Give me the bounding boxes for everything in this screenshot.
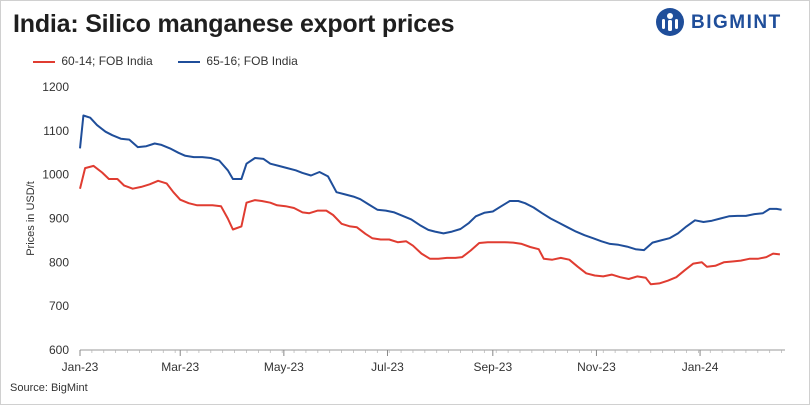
y-axis-title: Prices in USD/t — [25, 181, 37, 256]
y-tick-label: 700 — [49, 299, 69, 313]
brand-name: BIGMINT — [691, 12, 782, 33]
x-tick-label: Jan-23 — [62, 360, 99, 374]
y-tick-label: 600 — [49, 343, 69, 357]
series-line-2 — [79, 114, 782, 252]
chart-legend: 60-14; FOB India 65-16; FOB India — [33, 53, 320, 69]
x-tick-label: Jul-23 — [371, 360, 404, 374]
legend-label-series-1: 60-14; FOB India — [61, 53, 153, 68]
x-tick-label: Nov-23 — [577, 360, 616, 374]
y-tick-label: 1200 — [42, 80, 69, 94]
chart-title: India: Silico manganese export prices — [13, 10, 455, 38]
legend-swatch-series-1 — [33, 60, 55, 63]
x-tick-label: Sep-23 — [473, 360, 512, 374]
brand-logo: BIGMINT — [655, 6, 805, 40]
y-tick-label: 1000 — [42, 168, 69, 182]
y-tick-label: 800 — [49, 255, 69, 269]
bigmint-logo-icon — [656, 8, 684, 36]
legend-item-series-1: 60-14; FOB India — [33, 54, 153, 68]
y-tick-label: 900 — [49, 212, 69, 226]
source-note: Source: BigMint — [10, 382, 88, 394]
legend-item-series-2: 65-16; FOB India — [178, 54, 298, 68]
x-tick-label: Jan-24 — [682, 360, 719, 374]
y-tick-label: 1100 — [43, 124, 69, 138]
legend-label-series-2: 65-16; FOB India — [206, 53, 298, 68]
x-tick-label: May-23 — [264, 360, 304, 374]
legend-swatch-series-2 — [178, 60, 201, 63]
series-line-1 — [79, 164, 781, 286]
x-tick-label: Mar-23 — [161, 360, 199, 374]
